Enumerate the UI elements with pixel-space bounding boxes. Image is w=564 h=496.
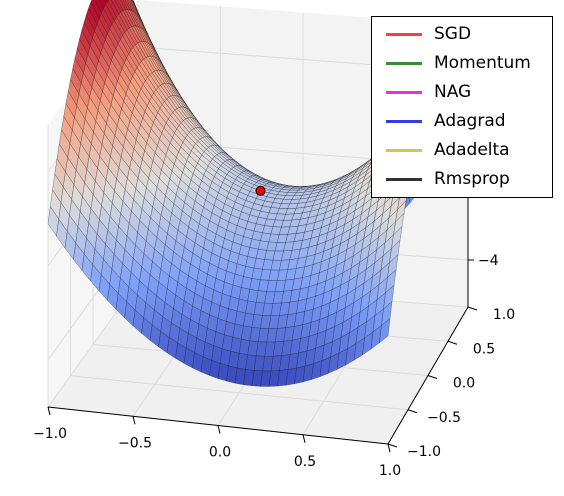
legend-label: Adagrad	[434, 111, 506, 131]
legend-label: NAG	[434, 82, 472, 102]
legend-line-swatch	[386, 149, 422, 152]
legend-item: SGD	[372, 23, 552, 45]
x-tick-mark	[302, 434, 306, 443]
x-tick-label: 0.0	[209, 445, 231, 461]
y-tick-mark	[447, 340, 458, 345]
saddle-surface	[47, 0, 469, 387]
floor-grid-y	[70, 375, 409, 411]
legend-label: Rmsprop	[434, 169, 510, 189]
surface-facet	[379, 318, 391, 344]
y-tick-mark	[427, 375, 438, 379]
legend-item: Adadelta	[372, 139, 552, 161]
x-tick-mark	[387, 443, 391, 453]
x-tick-mark	[47, 406, 51, 416]
legend-line-swatch	[386, 120, 422, 123]
legend-line-swatch	[386, 33, 422, 36]
x-tick-mark	[132, 416, 136, 425]
legend-line-swatch	[386, 178, 422, 181]
y-tick-mark	[467, 306, 478, 311]
y-tick-label: 0.0	[453, 376, 475, 392]
start-point-marker	[255, 185, 266, 196]
legend-item: Rmsprop	[372, 168, 552, 190]
legend-line-swatch	[386, 91, 422, 94]
legend-label: Momentum	[434, 53, 531, 73]
y-tick-label: 1.0	[493, 307, 515, 323]
x-tick-label: −1.0	[33, 426, 67, 442]
legend-line-swatch	[386, 62, 422, 65]
z-tick-label: −4	[478, 253, 499, 269]
legend-label: Adadelta	[434, 140, 510, 160]
x-tick-label: 0.5	[294, 454, 316, 470]
legend-label: SGD	[434, 24, 472, 44]
y-tick-mark	[407, 409, 418, 414]
y-tick-label: −0.5	[427, 410, 461, 426]
legend-item: Momentum	[372, 52, 552, 74]
legend-item: NAG	[372, 81, 552, 103]
x-tick-mark	[217, 425, 221, 434]
y-tick-label: −1.0	[407, 444, 441, 460]
x-tick-label: 1.0	[379, 463, 401, 479]
legend-item: Adagrad	[372, 110, 552, 132]
x-tick-label: −0.5	[118, 435, 152, 451]
legend: SGD Momentum NAG Adagrad Adadelta Rmsprop	[371, 16, 553, 198]
y-tick-mark	[387, 443, 398, 448]
y-tick-label: 0.5	[473, 341, 495, 357]
